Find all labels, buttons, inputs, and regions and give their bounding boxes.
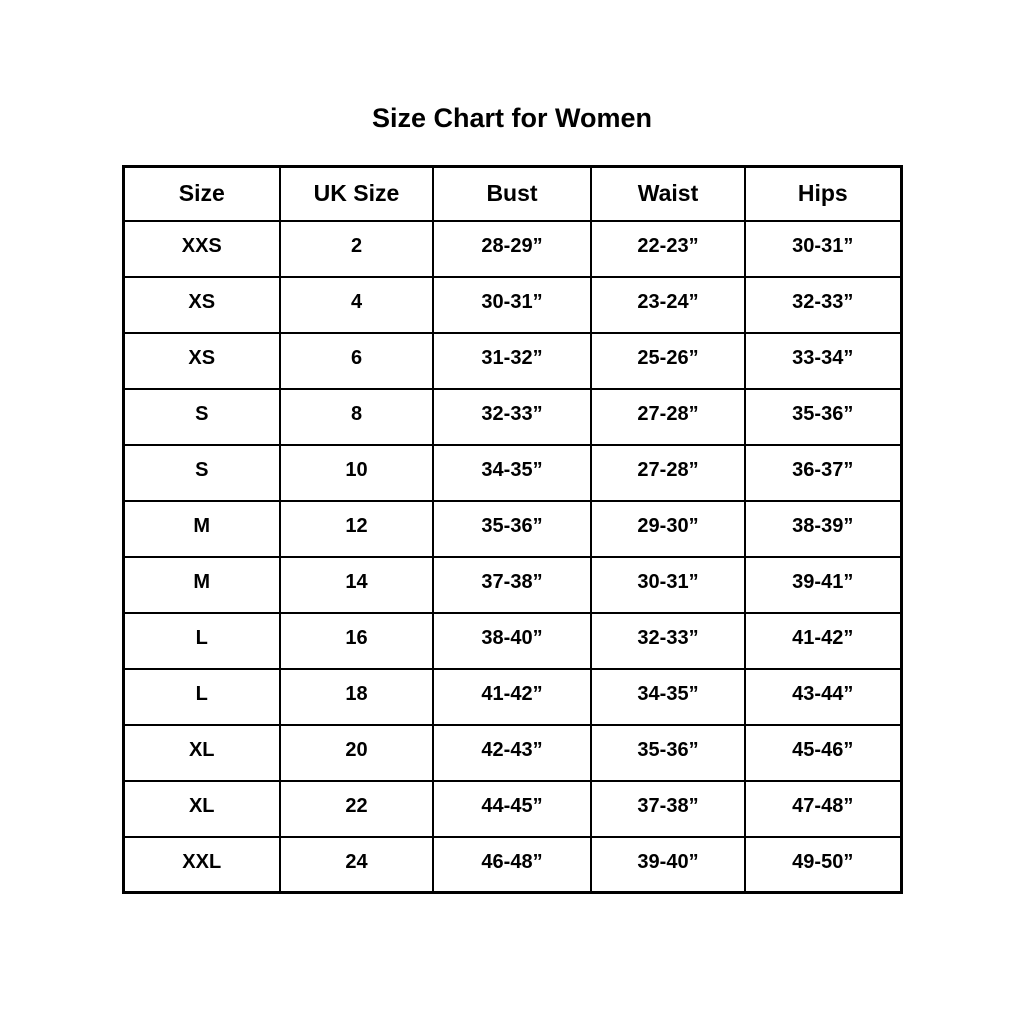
cell-uk-size: 10 bbox=[279, 443, 434, 502]
cell-hips: 39-41” bbox=[744, 555, 902, 614]
cell-hips: 36-37” bbox=[744, 443, 902, 502]
cell-hips: 35-36” bbox=[744, 387, 902, 446]
table-row: XS 4 30-31” 23-24” 32-33” bbox=[122, 275, 902, 334]
cell-hips: 49-50” bbox=[744, 835, 902, 894]
cell-size: XXS bbox=[122, 219, 281, 278]
cell-uk-size: 2 bbox=[279, 219, 434, 278]
cell-waist: 22-23” bbox=[590, 219, 746, 278]
cell-hips: 30-31” bbox=[744, 219, 902, 278]
column-header-waist: Waist bbox=[590, 165, 746, 222]
cell-waist: 25-26” bbox=[590, 331, 746, 390]
cell-uk-size: 12 bbox=[279, 499, 434, 558]
cell-waist: 27-28” bbox=[590, 443, 746, 502]
cell-waist: 32-33” bbox=[590, 611, 746, 670]
column-header-bust: Bust bbox=[432, 165, 592, 222]
page-title: Size Chart for Women bbox=[371, 103, 653, 133]
cell-bust: 44-45” bbox=[432, 779, 592, 838]
cell-hips: 41-42” bbox=[744, 611, 902, 670]
cell-size: XS bbox=[122, 275, 281, 334]
cell-size: XL bbox=[122, 723, 281, 782]
cell-bust: 41-42” bbox=[432, 667, 592, 726]
cell-waist: 23-24” bbox=[590, 275, 746, 334]
cell-waist: 37-38” bbox=[590, 779, 746, 838]
cell-uk-size: 22 bbox=[279, 779, 434, 838]
cell-hips: 43-44” bbox=[744, 667, 902, 726]
cell-uk-size: 16 bbox=[279, 611, 434, 670]
table-row: XXS 2 28-29” 22-23” 30-31” bbox=[122, 219, 902, 278]
cell-size: XL bbox=[122, 779, 281, 838]
cell-uk-size: 4 bbox=[279, 275, 434, 334]
cell-hips: 47-48” bbox=[744, 779, 902, 838]
cell-size: S bbox=[122, 443, 281, 502]
cell-hips: 38-39” bbox=[744, 499, 902, 558]
table-row: M 14 37-38” 30-31” 39-41” bbox=[122, 555, 902, 614]
cell-bust: 38-40” bbox=[432, 611, 592, 670]
cell-size: XS bbox=[122, 331, 281, 390]
column-header-size: Size bbox=[122, 165, 281, 222]
cell-size: L bbox=[122, 611, 281, 670]
cell-bust: 34-35” bbox=[432, 443, 592, 502]
cell-waist: 34-35” bbox=[590, 667, 746, 726]
cell-size: L bbox=[122, 667, 281, 726]
table-row: S 10 34-35” 27-28” 36-37” bbox=[122, 443, 902, 502]
table-row: S 8 32-33” 27-28” 35-36” bbox=[122, 387, 902, 446]
cell-bust: 37-38” bbox=[432, 555, 592, 614]
cell-waist: 29-30” bbox=[590, 499, 746, 558]
cell-bust: 42-43” bbox=[432, 723, 592, 782]
table-row: XL 22 44-45” 37-38” 47-48” bbox=[122, 779, 902, 838]
cell-bust: 31-32” bbox=[432, 331, 592, 390]
cell-size: S bbox=[122, 387, 281, 446]
cell-size: XXL bbox=[122, 835, 281, 894]
table-row: XS 6 31-32” 25-26” 33-34” bbox=[122, 331, 902, 390]
cell-bust: 30-31” bbox=[432, 275, 592, 334]
table-header: Size UK Size Bust Waist Hips bbox=[122, 165, 902, 222]
table-row: L 18 41-42” 34-35” 43-44” bbox=[122, 667, 902, 726]
cell-uk-size: 8 bbox=[279, 387, 434, 446]
table-row: L 16 38-40” 32-33” 41-42” bbox=[122, 611, 902, 670]
cell-uk-size: 24 bbox=[279, 835, 434, 894]
table-row: M 12 35-36” 29-30” 38-39” bbox=[122, 499, 902, 558]
column-header-hips: Hips bbox=[744, 165, 902, 222]
cell-uk-size: 18 bbox=[279, 667, 434, 726]
cell-size: M bbox=[122, 499, 281, 558]
cell-waist: 35-36” bbox=[590, 723, 746, 782]
cell-bust: 46-48” bbox=[432, 835, 592, 894]
table-row: XL 20 42-43” 35-36” 45-46” bbox=[122, 723, 902, 782]
cell-bust: 28-29” bbox=[432, 219, 592, 278]
cell-waist: 27-28” bbox=[590, 387, 746, 446]
header-row: Size UK Size Bust Waist Hips bbox=[122, 165, 902, 222]
cell-waist: 39-40” bbox=[590, 835, 746, 894]
cell-hips: 45-46” bbox=[744, 723, 902, 782]
cell-waist: 30-31” bbox=[590, 555, 746, 614]
cell-uk-size: 6 bbox=[279, 331, 434, 390]
column-header-uk-size: UK Size bbox=[279, 165, 434, 222]
cell-hips: 33-34” bbox=[744, 331, 902, 390]
cell-hips: 32-33” bbox=[744, 275, 902, 334]
size-chart-table: Size UK Size Bust Waist Hips XXS 2 28-29” 2… bbox=[121, 165, 903, 894]
cell-size: M bbox=[122, 555, 281, 614]
cell-uk-size: 14 bbox=[279, 555, 434, 614]
cell-bust: 35-36” bbox=[432, 499, 592, 558]
cell-bust: 32-33” bbox=[432, 387, 592, 446]
table-row: XXL 24 46-48” 39-40” 49-50” bbox=[122, 835, 902, 894]
cell-uk-size: 20 bbox=[279, 723, 434, 782]
table-body: XXS 2 28-29” 22-23” 30-31” XS 4 30-31” 23-24” 32-… bbox=[122, 219, 902, 894]
